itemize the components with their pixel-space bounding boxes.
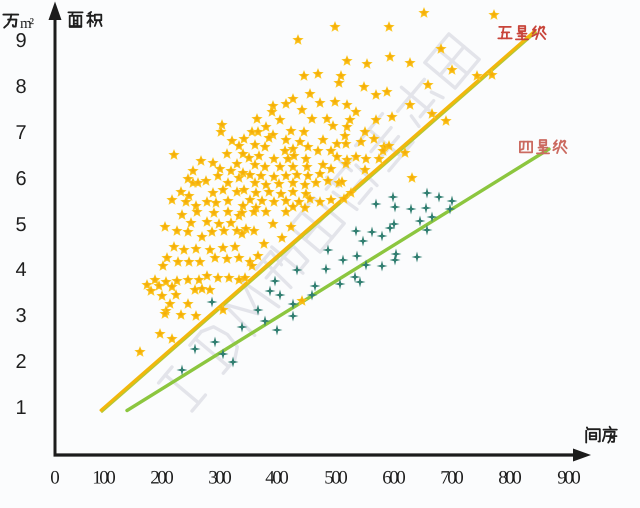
svg-text:200: 200	[150, 468, 174, 489]
svg-text:300: 300	[208, 468, 232, 489]
svg-text:6: 6	[15, 168, 26, 190]
svg-text:1: 1	[15, 397, 26, 419]
svg-text:500: 500	[324, 468, 348, 489]
svg-text:700: 700	[440, 468, 464, 489]
svg-text:0: 0	[50, 468, 60, 489]
svg-text:m²: m²	[20, 16, 35, 32]
svg-text:100: 100	[92, 468, 116, 489]
svg-text:7: 7	[15, 122, 26, 144]
svg-text:3: 3	[15, 305, 26, 327]
svg-text:4: 4	[15, 259, 26, 281]
svg-text:900: 900	[557, 468, 581, 489]
svg-text:2: 2	[15, 351, 26, 373]
svg-text:9: 9	[15, 30, 26, 52]
svg-text:600: 600	[382, 468, 406, 489]
svg-text:5: 5	[15, 214, 26, 236]
svg-text:400: 400	[265, 468, 289, 489]
svg-text:800: 800	[498, 468, 522, 489]
svg-text:8: 8	[15, 76, 26, 98]
